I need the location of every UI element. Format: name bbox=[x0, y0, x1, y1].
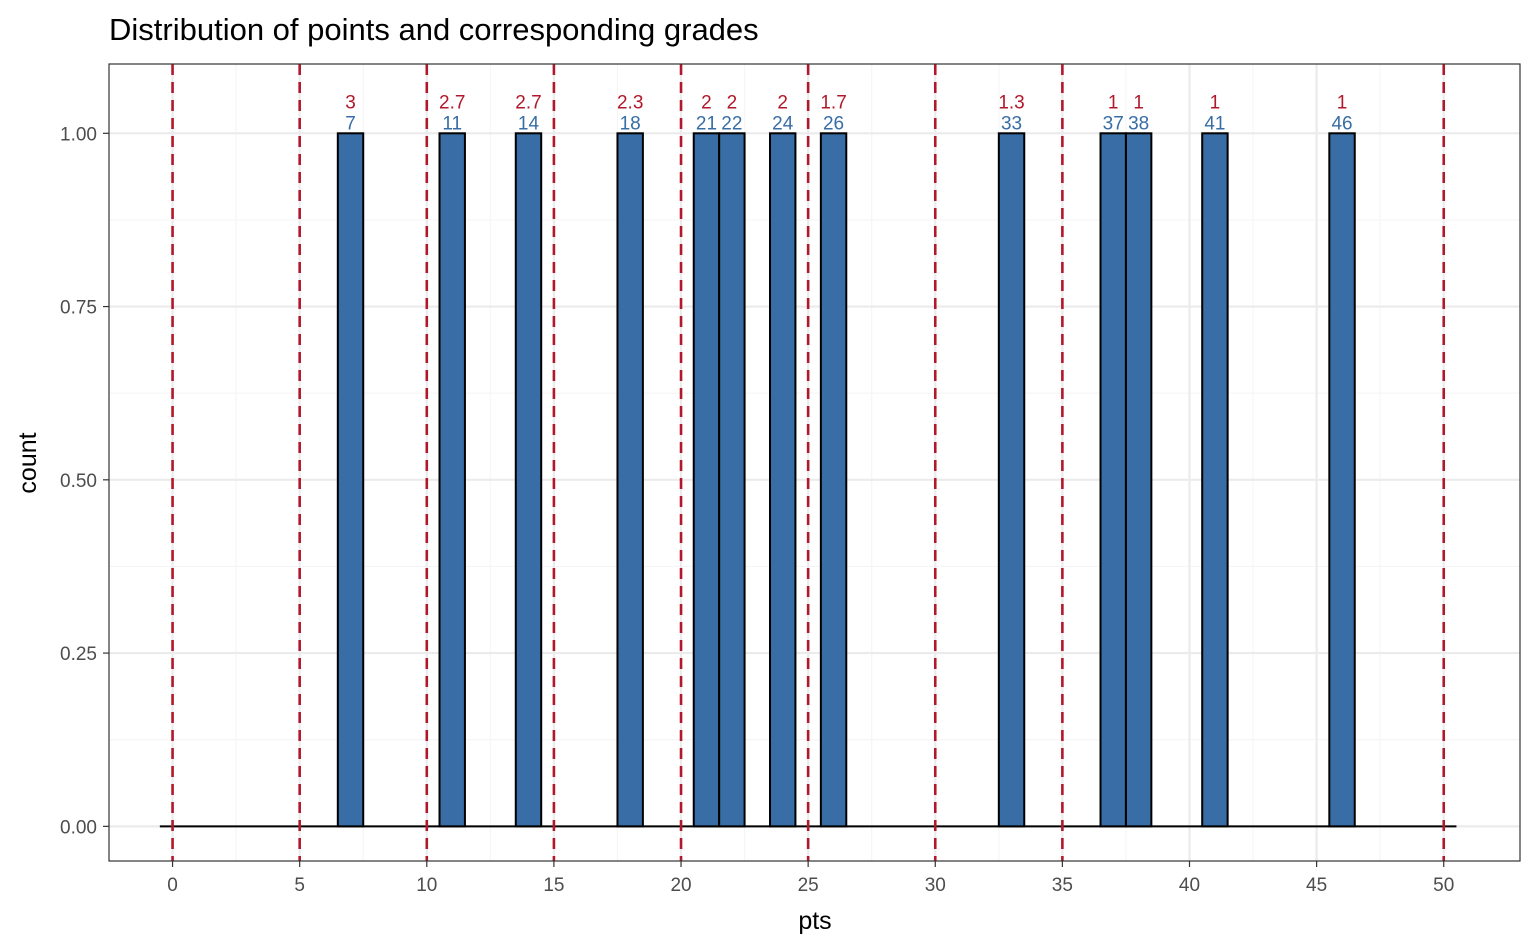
x-tick-label: 25 bbox=[798, 875, 819, 896]
grade-label: 1.7 bbox=[820, 92, 846, 113]
y-tick-label: 0.00 bbox=[60, 817, 97, 838]
x-axis-title: pts bbox=[798, 907, 831, 935]
point-label: 7 bbox=[345, 113, 356, 134]
x-tick-label: 20 bbox=[670, 875, 691, 896]
point-label: 21 bbox=[696, 113, 717, 134]
histogram-bar bbox=[1099, 132, 1127, 828]
x-tick-label: 10 bbox=[416, 875, 437, 896]
point-label: 37 bbox=[1103, 113, 1124, 134]
grade-label: 1 bbox=[1210, 92, 1221, 113]
panel-border bbox=[108, 63, 1521, 862]
grade-label: 2.7 bbox=[515, 92, 541, 113]
histogram-bar bbox=[1124, 132, 1153, 828]
y-tick-label: 0.25 bbox=[60, 644, 97, 665]
bars bbox=[336, 132, 1356, 828]
axes: 0 5 10 15 20 25 30 35 40 45 50 0.00 0.25 0.50 0.75 1.00 bbox=[60, 124, 1454, 896]
grade-label: 1 bbox=[1337, 92, 1348, 113]
histogram-bar bbox=[718, 132, 746, 828]
grade-label: 2 bbox=[701, 92, 712, 113]
grid bbox=[109, 64, 1520, 861]
point-label: 41 bbox=[1204, 113, 1225, 134]
grade-label: 1 bbox=[1108, 92, 1119, 113]
point-label: 46 bbox=[1331, 113, 1352, 134]
grade-label: 2 bbox=[727, 92, 738, 113]
grade-label: 1.3 bbox=[998, 92, 1024, 113]
point-label: 24 bbox=[772, 113, 794, 134]
histogram-bar bbox=[997, 132, 1026, 828]
y-tick-label: 1.00 bbox=[60, 124, 97, 145]
point-label: 14 bbox=[518, 113, 540, 134]
point-label: 38 bbox=[1128, 113, 1149, 134]
x-tick-label: 30 bbox=[925, 875, 946, 896]
x-tick-label: 35 bbox=[1052, 875, 1073, 896]
x-tick-label: 0 bbox=[167, 875, 178, 896]
x-tick-label: 50 bbox=[1433, 875, 1454, 896]
point-label: 26 bbox=[823, 113, 844, 134]
chart-title: Distribution of points and corresponding… bbox=[109, 12, 759, 47]
histogram-bar bbox=[1328, 132, 1356, 828]
point-label: 33 bbox=[1001, 113, 1022, 134]
y-axis-title: count bbox=[14, 432, 42, 493]
point-label: 11 bbox=[442, 113, 462, 134]
histogram-bar bbox=[438, 132, 466, 828]
grade-thresholds bbox=[171, 64, 1446, 861]
x-tick-label: 15 bbox=[543, 875, 564, 896]
y-tick-label: 0.75 bbox=[60, 298, 97, 319]
histogram-bar bbox=[692, 132, 721, 828]
grade-label: 1 bbox=[1133, 92, 1144, 113]
y-tick-label: 0.50 bbox=[60, 471, 97, 492]
histogram-bar bbox=[769, 132, 797, 828]
grade-label: 3 bbox=[345, 92, 356, 113]
point-label: 22 bbox=[721, 113, 742, 134]
histogram-bar bbox=[819, 132, 848, 828]
x-tick-label: 45 bbox=[1306, 875, 1327, 896]
x-tick-label: 40 bbox=[1179, 875, 1200, 896]
histogram-bar bbox=[616, 132, 644, 828]
histogram-bar bbox=[514, 132, 543, 828]
x-tick-label: 5 bbox=[294, 875, 305, 896]
grade-label: 2.7 bbox=[439, 92, 465, 113]
histogram-bar bbox=[336, 132, 365, 828]
histogram-bar bbox=[1201, 132, 1229, 828]
grade-label: 2 bbox=[777, 92, 788, 113]
point-label: 18 bbox=[620, 113, 641, 134]
bar-labels: 73112.7142.7182.3212222242261.7331.33713… bbox=[345, 92, 1352, 134]
grade-label: 2.3 bbox=[617, 92, 643, 113]
